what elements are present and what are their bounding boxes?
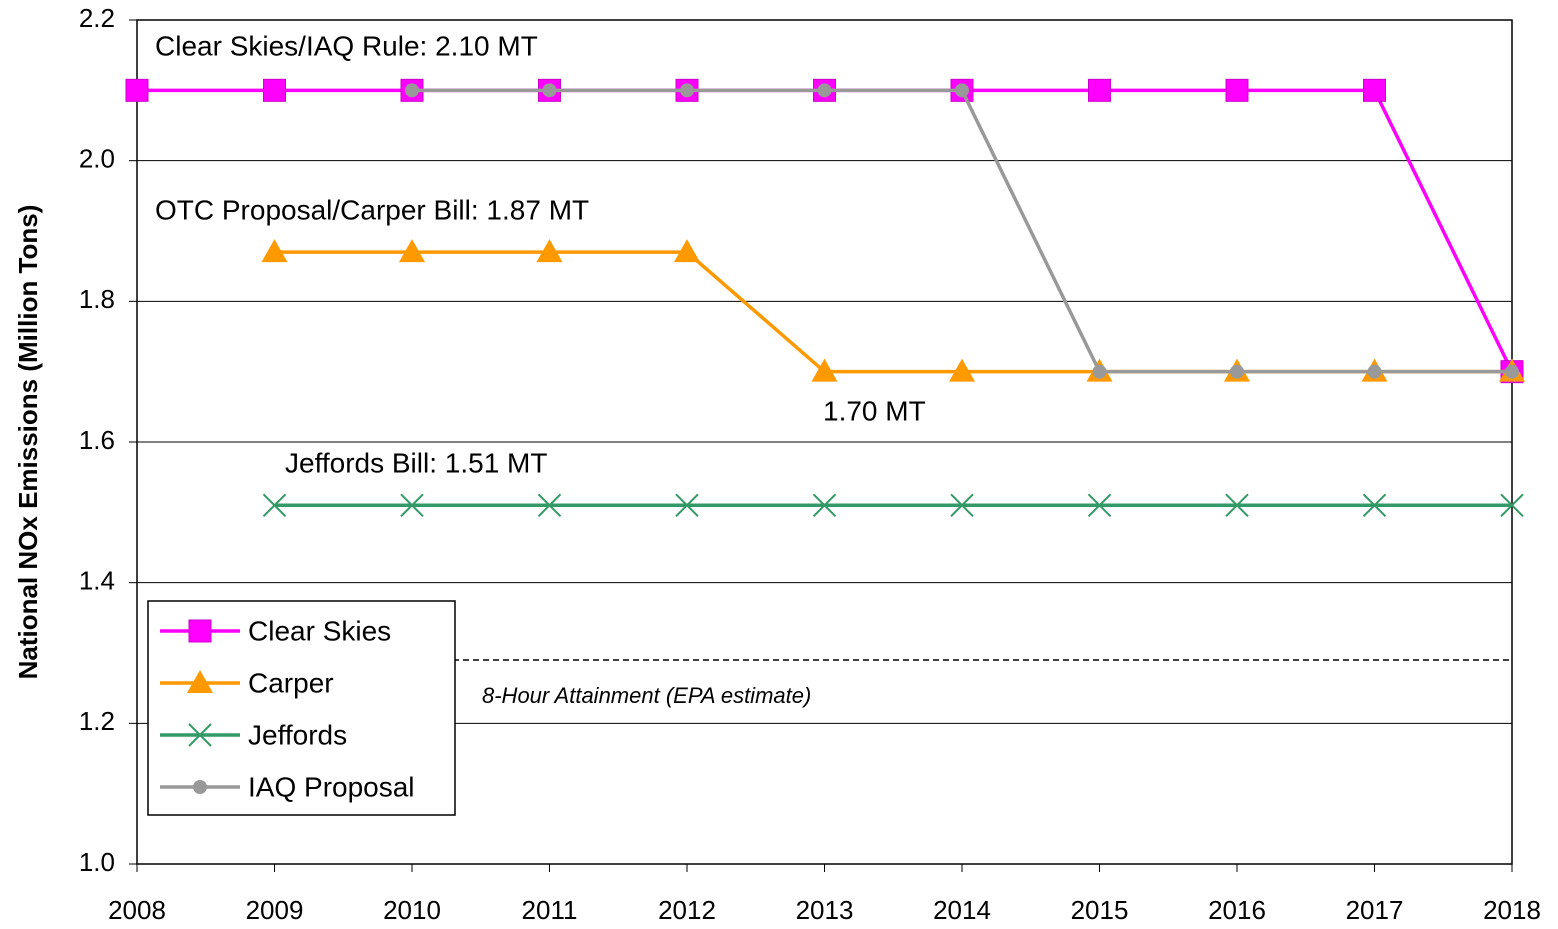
marker <box>812 493 837 518</box>
series-line <box>412 88 1512 374</box>
reference-label: 8-Hour Attainment (EPA estimate) <box>482 683 811 708</box>
x-tick-label: 2014 <box>933 895 991 925</box>
marker <box>188 723 212 747</box>
marker <box>193 780 207 794</box>
x-tick-label: 2009 <box>246 895 304 925</box>
legend: Clear Skies Carper Jeffords IAQ Proposal <box>147 600 456 816</box>
marker <box>536 239 563 263</box>
x-tick-label: 2010 <box>383 895 441 925</box>
marker <box>1225 493 1249 518</box>
y-tick-label: 1.6 <box>79 425 115 455</box>
marker <box>405 83 419 98</box>
annotation: Clear Skies/IAQ Rule: 2.10 MT <box>155 30 538 61</box>
x-tick-label: 2011 <box>522 895 578 925</box>
marker <box>125 78 149 102</box>
marker <box>1500 493 1524 518</box>
marker <box>1092 364 1107 379</box>
x-tick-label: 2008 <box>108 895 166 925</box>
legend-label: Carper <box>248 667 334 698</box>
marker <box>187 670 213 693</box>
x-tick-label: 2013 <box>796 895 854 925</box>
marker <box>1363 78 1386 102</box>
marker <box>262 493 287 518</box>
marker <box>537 493 562 518</box>
marker <box>1088 78 1111 102</box>
annotation: OTC Proposal/Carper Bill: 1.87 MT <box>155 194 589 225</box>
series-line <box>137 88 1514 373</box>
marker <box>542 83 557 98</box>
annotation: 1.70 MT <box>823 395 926 426</box>
legend-label: Clear Skies <box>248 615 391 646</box>
marker <box>399 239 425 263</box>
y-axis-label: National NOx Emissions (Million Tons) <box>13 205 43 680</box>
y-tick-label: 2.0 <box>79 144 115 174</box>
marker <box>188 619 212 643</box>
marker <box>1230 364 1244 379</box>
marker <box>1367 364 1382 379</box>
marker <box>817 83 832 98</box>
marker <box>950 493 974 518</box>
x-tick-label: 2012 <box>658 895 716 925</box>
marker <box>949 358 975 382</box>
y-tick-label: 2.2 <box>79 3 115 33</box>
marker <box>1362 493 1387 518</box>
x-tick-label: 2017 <box>1346 895 1404 925</box>
y-tick-label: 1.4 <box>79 566 115 596</box>
marker <box>1505 364 1519 379</box>
marker <box>400 493 424 518</box>
marker <box>675 493 699 518</box>
marker <box>680 83 694 98</box>
marker <box>1087 493 1112 518</box>
x-tick-label: 2018 <box>1483 895 1541 925</box>
y-tick-label: 1.8 <box>79 284 115 314</box>
y-tick-label: 1.0 <box>79 847 115 877</box>
legend-label: IAQ Proposal <box>248 771 415 802</box>
legend-label: Jeffords <box>248 719 347 750</box>
marker <box>674 239 700 263</box>
y-tick-label: 1.2 <box>79 706 115 736</box>
marker <box>261 239 288 263</box>
marker <box>263 78 286 102</box>
marker <box>955 83 969 98</box>
annotation: Jeffords Bill: 1.51 MT <box>285 447 547 478</box>
x-tick-label: 2015 <box>1071 895 1129 925</box>
marker <box>811 358 838 382</box>
series-line <box>274 250 1512 374</box>
plot-frame <box>136 19 1513 865</box>
x-tick-label: 2016 <box>1208 895 1266 925</box>
marker <box>1225 78 1249 102</box>
